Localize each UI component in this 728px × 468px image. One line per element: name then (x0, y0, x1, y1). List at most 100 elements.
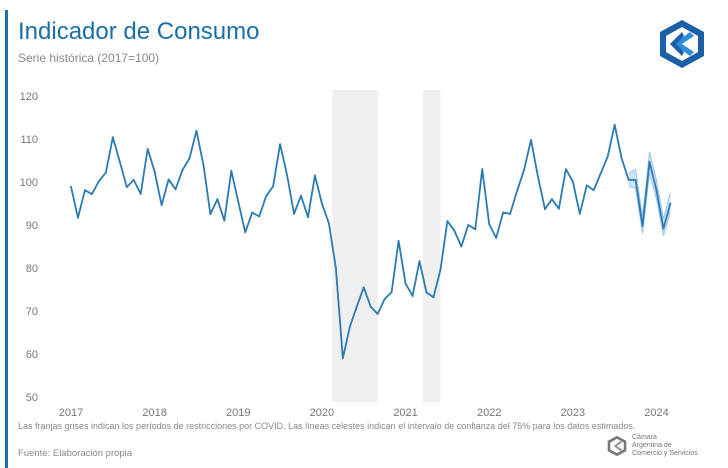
source-note: Fuente: Elaboración propia (18, 448, 133, 459)
data-point (174, 188, 177, 191)
data-point (495, 237, 498, 239)
data-point (321, 202, 323, 205)
data-point (314, 174, 316, 177)
covid-band (332, 90, 378, 402)
data-point (564, 168, 567, 171)
y-tick-label: 60 (26, 349, 38, 361)
y-tick-label: 90 (26, 220, 38, 232)
covid-band (422, 90, 441, 402)
data-point (251, 211, 254, 214)
data-point (425, 291, 428, 294)
data-point (300, 194, 302, 197)
data-point (223, 219, 226, 222)
data-point (327, 222, 330, 225)
data-point (146, 147, 149, 150)
data-point (474, 228, 477, 231)
data-point (125, 186, 128, 189)
data-point (404, 282, 407, 285)
data-point (509, 212, 512, 215)
org-name-line: Argentina de (632, 442, 672, 449)
data-point (307, 216, 309, 219)
data-point (599, 172, 602, 175)
x-tick-label: 2023 (561, 407, 585, 419)
data-point (341, 357, 344, 360)
data-point (84, 189, 86, 192)
data-point (439, 269, 442, 272)
data-point (111, 136, 114, 139)
data-point (348, 326, 351, 328)
x-tick-label: 2020 (310, 407, 334, 419)
org-name-line: Cámara (632, 434, 657, 441)
data-point (334, 267, 337, 269)
data-point (446, 220, 449, 223)
data-point (97, 180, 100, 183)
data-point (620, 157, 623, 160)
data-point (641, 224, 644, 227)
data-point (181, 169, 184, 171)
data-point (488, 223, 491, 226)
data-point (118, 160, 121, 163)
data-point (244, 231, 247, 234)
data-point (537, 175, 539, 178)
data-point (195, 129, 198, 132)
y-tick-label: 110 (20, 134, 38, 146)
x-tick-label: 2021 (393, 407, 417, 419)
data-point (91, 193, 93, 195)
data-point (571, 180, 574, 183)
data-point (272, 185, 275, 188)
org-name: Cámara Argentina de Comercio y Servicios (632, 434, 702, 458)
data-point (662, 227, 665, 230)
data-point (634, 178, 637, 181)
cac-small-logo-icon (607, 435, 627, 457)
x-tick-label: 2017 (59, 407, 83, 419)
data-point (606, 155, 609, 158)
data-point (209, 213, 212, 216)
org-name-line: Comercio y Servicios (632, 450, 698, 457)
data-point (558, 207, 560, 210)
confidence-lower-line (628, 173, 671, 236)
data-point (390, 291, 393, 293)
data-point (265, 195, 268, 198)
data-point (167, 178, 170, 181)
y-tick-label: 100 (20, 177, 38, 189)
x-tick-label: 2024 (644, 407, 668, 419)
data-point (188, 157, 191, 160)
data-point (355, 305, 358, 308)
data-point (453, 229, 456, 232)
data-point (139, 193, 142, 195)
data-point (544, 208, 546, 210)
data-point (216, 198, 219, 201)
data-point (202, 163, 205, 166)
data-point (418, 260, 421, 263)
data-point (432, 296, 435, 299)
data-point (585, 184, 588, 187)
y-tick-label: 70 (26, 306, 38, 318)
data-point (523, 169, 525, 171)
y-tick-label: 80 (26, 263, 38, 275)
data-point (530, 138, 532, 141)
page-title: Indicador de Consumo (18, 18, 260, 45)
data-point (237, 200, 240, 203)
x-tick-label: 2022 (477, 407, 501, 419)
data-point (655, 189, 658, 192)
x-tick-label: 2018 (142, 407, 166, 419)
data-point (383, 298, 386, 300)
y-tick-label: 120 (20, 91, 38, 103)
data-point (613, 123, 616, 126)
data-point (397, 240, 400, 242)
data-point (132, 178, 135, 181)
accent-bar (5, 10, 8, 468)
data-point (77, 216, 79, 219)
data-point (160, 204, 163, 207)
data-point (369, 305, 372, 308)
data-point (258, 215, 261, 218)
data-point (648, 160, 651, 163)
data-point (70, 185, 72, 188)
footnote: Las franjas grises indican los períodos … (18, 421, 636, 431)
x-tick-label: 2019 (226, 407, 250, 419)
page-subtitle: Serie histórica (2017=100) (18, 51, 160, 65)
data-point (627, 178, 630, 181)
data-point (669, 202, 672, 205)
data-point (516, 190, 518, 192)
